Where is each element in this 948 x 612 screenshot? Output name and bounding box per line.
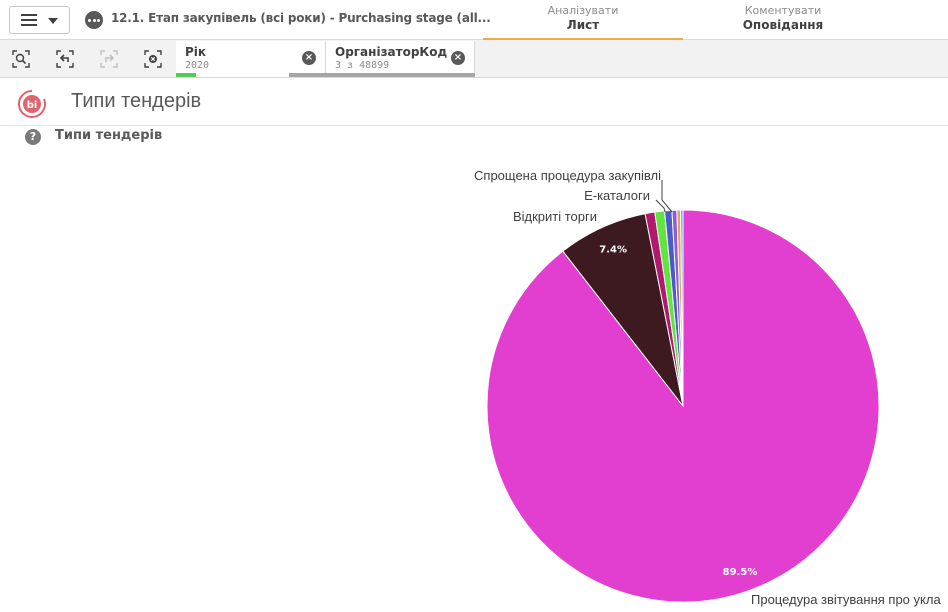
pie-leader-line	[655, 199, 666, 213]
pie-chart[interactable]: 89.5% 7.4% Процедура звітування про укла Ві…	[0, 150, 948, 612]
selection-bar-excluded	[326, 73, 475, 77]
chart-title: Типи тендерів	[55, 128, 163, 143]
tab-narrate-sub: Коментувати	[744, 4, 822, 17]
main-menu-button[interactable]	[9, 6, 70, 34]
selection-field-value: 2020	[185, 60, 210, 71]
selection-field-name: ОрганізаторКод	[335, 45, 448, 59]
chevron-down-icon	[48, 18, 58, 24]
step-forward-icon	[100, 50, 118, 68]
selection-chip-year[interactable]: Рік 2020 ×	[176, 41, 326, 77]
pie-slice[interactable]	[680, 209, 684, 407]
help-icon[interactable]: ?	[25, 129, 41, 145]
selection-bar-excluded	[289, 73, 326, 77]
pie-slice-label: Е-каталоги	[584, 188, 650, 203]
selections-bar: Рік 2020 × ОрганізаторКод 3 з 48899 ×	[0, 40, 948, 78]
step-forward-button[interactable]	[98, 48, 120, 70]
app-more-icon[interactable]	[85, 11, 103, 29]
top-toolbar: 12.1. Етап закупівель (всі роки) - Purch…	[0, 0, 948, 40]
tab-narrate[interactable]: Коментувати Оповідання	[683, 0, 883, 40]
selection-bar-space	[196, 73, 289, 77]
selection-chip-organizer[interactable]: ОрганізаторКод 3 з 48899 ×	[326, 41, 475, 77]
pie-slice-label: Спрощена процедура закупівлі	[474, 168, 661, 183]
pie-slice-percent-label: 89.5%	[723, 567, 758, 578]
selection-field-value: 3 з 48899	[335, 60, 390, 71]
logo-text: bi	[27, 100, 38, 111]
smart-search-icon	[12, 50, 30, 68]
clear-selection-icon[interactable]: ×	[451, 51, 465, 65]
pie-slice-label: Процедура звітування про укла	[751, 592, 941, 607]
hamburger-icon	[21, 14, 37, 26]
app-title: 12.1. Етап закупівель (всі роки) - Purch…	[111, 11, 491, 25]
tab-analyze-main: Лист	[566, 18, 600, 32]
step-back-button[interactable]	[54, 48, 76, 70]
selection-bar-selected	[176, 73, 196, 77]
clear-selection-icon[interactable]: ×	[302, 51, 316, 65]
selection-field-name: Рік	[185, 45, 207, 59]
clear-all-icon	[144, 50, 162, 68]
smart-search-button[interactable]	[10, 48, 32, 70]
tab-analyze-sub: Аналізувати	[547, 4, 619, 17]
tab-narrate-main: Оповідання	[742, 18, 824, 32]
step-back-icon	[56, 50, 74, 68]
pie-slice-label: Відкриті торги	[513, 209, 597, 224]
pie-leader-line	[661, 180, 673, 213]
bi-logo-icon: bi	[18, 90, 46, 118]
sheet-header: bi Типи тендерів	[0, 79, 948, 126]
pie-slice-percent-label: 7.4%	[599, 245, 627, 256]
sheet-title: Типи тендерів	[71, 90, 202, 112]
tab-analyze[interactable]: Аналізувати Лист	[483, 0, 683, 40]
clear-all-button[interactable]	[142, 48, 164, 70]
